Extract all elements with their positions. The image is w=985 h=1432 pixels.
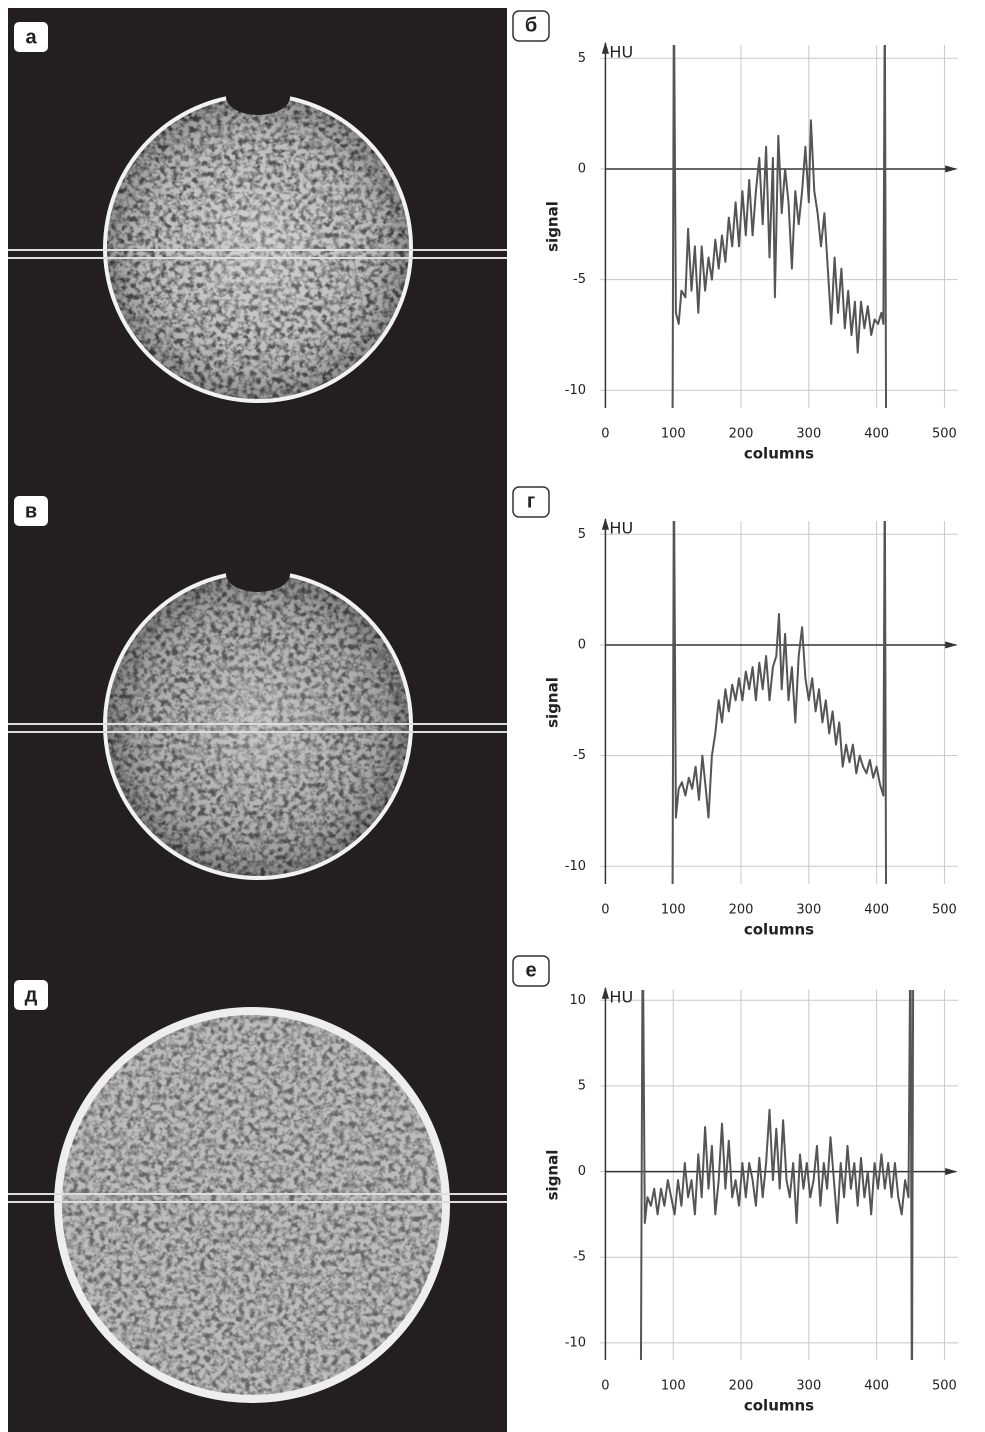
- panel-label: а: [14, 22, 48, 52]
- line-chart: 0 100 200 300 400 500 -10 -5 0 5 10 HU columns signal…: [512, 955, 958, 1415]
- y-tick-label: -10: [565, 383, 586, 398]
- panel-label-text: д: [25, 984, 38, 1006]
- x-tick-label: 0: [601, 427, 609, 442]
- y-axis-title: signal: [544, 1150, 562, 1201]
- y-tick-label: 10: [569, 993, 586, 1008]
- signal-line: [671, 521, 888, 884]
- x-tick-label: 400: [864, 1379, 889, 1394]
- x-axis-title: columns: [744, 1397, 814, 1415]
- y-tick-label: -5: [573, 748, 586, 763]
- plot-area: [600, 521, 958, 884]
- y-tick-label: -5: [573, 272, 586, 287]
- x-tick-label: 300: [796, 903, 821, 918]
- ct-slice: [8, 556, 507, 880]
- panel-label-text: е: [525, 959, 536, 981]
- panel-label-text: в: [25, 500, 37, 522]
- panel-label-box: [512, 955, 550, 987]
- y-axis-title: signal: [544, 201, 562, 252]
- y-tick-label: 0: [578, 637, 586, 652]
- y-tick-label: -10: [565, 859, 586, 874]
- y-tick-label: -5: [573, 1250, 586, 1265]
- y-tick-label: 0: [578, 1164, 586, 1179]
- panel-label-text: г: [527, 490, 535, 512]
- x-tick-label: 500: [932, 1379, 957, 1394]
- x-tick-label: 300: [796, 1379, 821, 1394]
- x-tick-label: 200: [729, 1379, 754, 1394]
- x-tick-label: 300: [796, 427, 821, 442]
- ct-images: а в д: [8, 8, 507, 1432]
- x-axis-title: columns: [744, 921, 814, 939]
- unit-label: HU: [609, 988, 633, 1007]
- line-chart: 0 100 200 300 400 500 -10 -5 0 5 HU columns signal г: [512, 486, 958, 939]
- y-axis-title: signal: [544, 677, 562, 728]
- y-tick-label: 0: [578, 161, 586, 176]
- panel-label-text: а: [25, 26, 37, 48]
- x-tick-label: 100: [661, 1379, 686, 1394]
- line-chart: 0 100 200 300 400 500 -10 -5 0 5 HU columns signal б: [512, 10, 958, 463]
- y-tick-label: -10: [565, 1335, 586, 1350]
- x-tick-label: 100: [661, 903, 686, 918]
- y-tick-label: 5: [578, 527, 586, 542]
- x-tick-label: 0: [601, 1379, 609, 1394]
- panel-label: в: [14, 496, 48, 526]
- x-tick-label: 400: [864, 903, 889, 918]
- signal-line: [639, 990, 915, 1360]
- x-tick-label: 200: [729, 427, 754, 442]
- signal-line: [671, 45, 888, 408]
- panel-label: д: [14, 980, 48, 1010]
- panel-label-text: б: [525, 14, 537, 36]
- y-tick-label: 5: [578, 1078, 586, 1093]
- x-tick-label: 200: [729, 903, 754, 918]
- ct-slice: [8, 79, 507, 403]
- y-tick-label: 5: [578, 51, 586, 66]
- x-axis-title: columns: [744, 445, 814, 463]
- x-tick-label: 100: [661, 427, 686, 442]
- panel-label-box: [512, 10, 550, 42]
- x-tick-label: 500: [932, 903, 957, 918]
- plot-area: [600, 45, 958, 408]
- x-tick-label: 0: [601, 903, 609, 918]
- x-tick-label: 500: [932, 427, 957, 442]
- panel-label-box: [512, 486, 550, 518]
- unit-label: HU: [609, 43, 633, 62]
- unit-label: HU: [609, 519, 633, 538]
- ct-slice: [8, 1007, 507, 1403]
- x-tick-label: 400: [864, 427, 889, 442]
